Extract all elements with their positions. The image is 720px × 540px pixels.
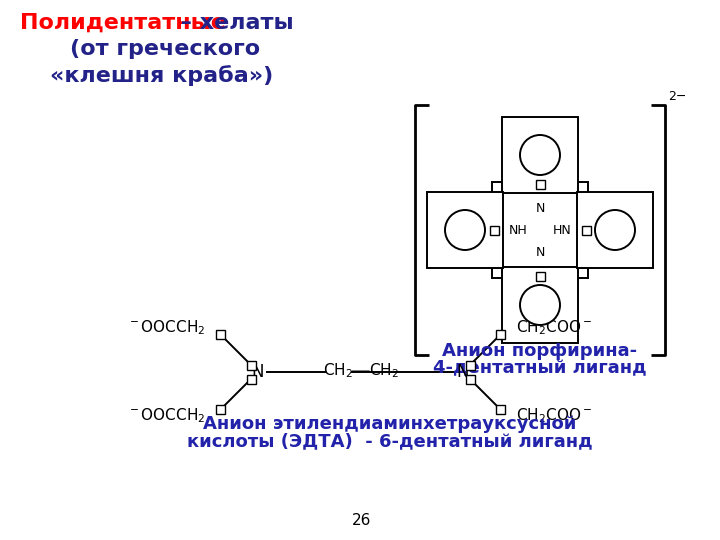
Bar <box>492 182 588 278</box>
Text: (от греческого: (от греческого <box>70 39 260 59</box>
Bar <box>466 361 474 369</box>
Text: N: N <box>456 363 469 381</box>
Bar <box>466 375 474 383</box>
Bar <box>582 226 590 234</box>
Circle shape <box>520 135 560 175</box>
Bar <box>490 226 498 234</box>
Text: Анион этилендиаминхетрауксусной: Анион этилендиаминхетрауксусной <box>203 415 577 433</box>
Bar <box>495 404 505 414</box>
Text: кислоты (ЭДТА)  - 6-дентатный лиганд: кислоты (ЭДТА) - 6-дентатный лиганд <box>187 432 593 450</box>
Text: CH$_2$: CH$_2$ <box>369 362 398 380</box>
Bar <box>502 267 578 343</box>
Text: $^-$OOCCH$_2$: $^-$OOCCH$_2$ <box>127 407 205 426</box>
Circle shape <box>520 285 560 325</box>
Bar <box>502 117 578 193</box>
Text: NH: NH <box>508 224 527 237</box>
Circle shape <box>445 210 485 250</box>
Bar <box>217 330 225 340</box>
Circle shape <box>595 210 635 250</box>
Text: N: N <box>252 363 264 381</box>
Text: HN: HN <box>553 224 572 237</box>
Text: 4-дентатный лиганд: 4-дентатный лиганд <box>433 359 647 377</box>
Bar <box>536 179 544 188</box>
Bar <box>536 272 544 280</box>
Text: $^-$OOCCH$_2$: $^-$OOCCH$_2$ <box>127 319 205 338</box>
Bar <box>217 404 225 414</box>
Text: 26: 26 <box>352 513 372 528</box>
Text: – хелаты: – хелаты <box>173 13 294 33</box>
Bar <box>577 192 653 268</box>
Bar <box>246 361 256 369</box>
Text: Полидентатные: Полидентатные <box>20 13 226 33</box>
Text: CH$_2$COO$^-$: CH$_2$COO$^-$ <box>516 319 593 338</box>
Text: CH$_2$COO$^-$: CH$_2$COO$^-$ <box>516 407 593 426</box>
Text: CH$_2$: CH$_2$ <box>323 362 353 380</box>
Bar <box>427 192 503 268</box>
Text: Анион порфирина-: Анион порфирина- <box>442 342 638 360</box>
Bar <box>246 375 256 383</box>
Text: «клешня краба»): «клешня краба») <box>50 65 274 86</box>
Text: N: N <box>535 201 545 214</box>
Bar <box>495 330 505 340</box>
Text: N: N <box>535 246 545 259</box>
Text: 2−: 2− <box>668 90 686 103</box>
Text: —: — <box>351 361 370 381</box>
